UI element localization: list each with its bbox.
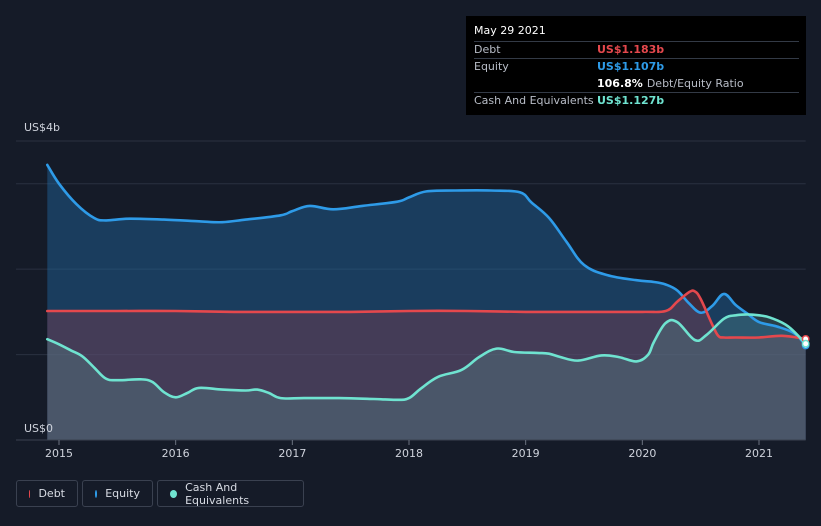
legend-item-debt[interactable]: Debt [16, 480, 78, 507]
line-debt [46, 289, 807, 341]
x-axis-ticks: 2015 2016 2017 2018 2019 2020 2021 [45, 440, 773, 460]
legend-dot-debt [29, 489, 31, 498]
tooltip-ratio-value: 106.8% [597, 77, 643, 90]
line-cash-and-equivalents [46, 313, 807, 402]
tooltip-cash-label: Cash And Equivalents [474, 94, 594, 107]
tooltip-equity-value: US$1.107b [597, 60, 665, 73]
chart-gridlines [16, 140, 806, 356]
x-tick-label-2018: 2018 [395, 447, 423, 460]
x-tick-label-2019: 2019 [512, 447, 540, 460]
tooltip-cash-value: US$1.127b [597, 94, 665, 107]
chart-end-markers [801, 334, 810, 350]
legend-label-debt: Debt [38, 487, 65, 500]
tooltip-debt-value: US$1.183b [597, 43, 665, 56]
x-tick-label-2016: 2016 [162, 447, 190, 460]
area-equity [47, 164, 806, 440]
tooltip-row-cash: Cash And Equivalents US$1.127b [474, 92, 799, 109]
legend-item-cash[interactable]: Cash And Equivalents [157, 480, 304, 507]
tooltip-row-equity: Equity US$1.107b [474, 58, 799, 75]
legend-dot-cash [170, 489, 178, 498]
x-tick-label-2020: 2020 [628, 447, 656, 460]
legend-dot-equity [95, 489, 98, 498]
area-debt [47, 290, 806, 440]
x-tick-label-2015: 2015 [45, 447, 73, 460]
y-axis-label-bottom: US$0 [24, 422, 53, 435]
tooltip-ratio-label: Debt/Equity Ratio [646, 77, 744, 90]
chart-areas [47, 164, 806, 440]
tooltip-row-debt: Debt US$1.183b [474, 41, 799, 58]
legend-label-cash: Cash And Equivalents [185, 480, 250, 507]
legend-label-equity: Equity [105, 487, 140, 500]
y-axis-label-top: US$4b [24, 121, 60, 134]
data-tooltip: May 29 2021 Debt US$1.183b Equity US$1.1… [466, 16, 806, 115]
line-equity [46, 163, 807, 347]
chart-lines [46, 163, 807, 402]
x-tick-label-2021: 2021 [745, 447, 773, 460]
legend-item-equity[interactable]: Equity [82, 480, 153, 507]
end-marker-cash-and-equivalents [801, 339, 810, 348]
area-cash-and-equivalents [47, 314, 806, 440]
x-tick-label-2017: 2017 [278, 447, 306, 460]
tooltip-date: May 29 2021 [474, 24, 546, 37]
tooltip-row-ratio: 106.8% Debt/Equity Ratio [474, 75, 799, 92]
tooltip-debt-label: Debt [474, 43, 501, 56]
tooltip-equity-label: Equity [474, 60, 509, 73]
